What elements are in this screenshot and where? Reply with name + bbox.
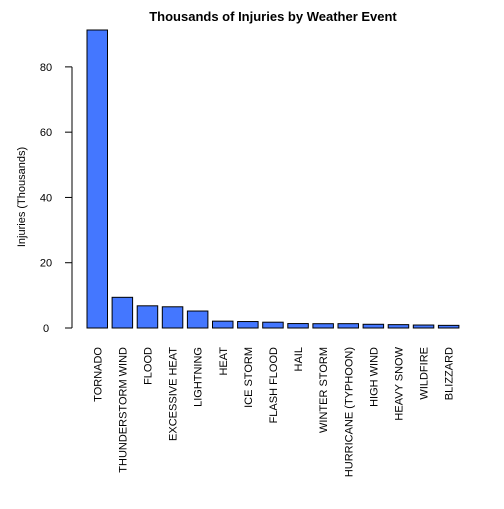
chart-title: Thousands of Injuries by Weather Event xyxy=(149,9,397,24)
bar xyxy=(362,323,385,329)
bar xyxy=(161,306,184,329)
x-category-label: THUNDERSTORM WIND xyxy=(117,347,129,473)
bar xyxy=(337,323,359,329)
y-axis: 0 20 40 60 80 xyxy=(40,62,73,335)
x-category-label: TORNADO xyxy=(92,347,104,402)
x-category-label: WINTER STORM xyxy=(318,347,330,433)
x-category-label: BLIZZARD xyxy=(444,347,456,400)
y-tick-label: 40 xyxy=(40,192,52,204)
x-category-label: FLOOD xyxy=(142,347,154,385)
bar xyxy=(136,305,159,329)
x-category-label: HEAVY SNOW xyxy=(393,346,405,420)
bar xyxy=(237,321,259,329)
x-category-label: ICE STORM xyxy=(243,347,255,408)
bar xyxy=(86,29,108,329)
bar xyxy=(437,324,460,329)
x-category-label: HIGH WIND xyxy=(368,347,380,407)
bar xyxy=(312,323,334,329)
bar xyxy=(212,320,234,329)
x-category-label: FLASH FLOOD xyxy=(268,347,280,423)
bar xyxy=(412,324,435,329)
x-category-label: HURRICANE (TYPHOON) xyxy=(343,347,355,477)
x-category-label: HAIL xyxy=(293,347,305,371)
bars xyxy=(86,29,460,329)
x-category-label: LIGHTNING xyxy=(193,347,205,407)
y-tick-label: 20 xyxy=(40,258,52,270)
bar xyxy=(387,324,410,329)
bar xyxy=(287,323,309,329)
y-tick-label: 80 xyxy=(40,62,52,74)
bar xyxy=(262,321,284,329)
x-category-label: HEAT xyxy=(218,347,230,376)
y-axis-label: Injuries (Thousands) xyxy=(16,147,28,247)
y-tick-label: 0 xyxy=(43,323,49,335)
x-category-label: EXCESSIVE HEAT xyxy=(168,347,180,441)
x-axis-labels: TORNADO THUNDERSTORM WIND FLOOD EXCESSIVE H… xyxy=(92,346,455,477)
bar xyxy=(111,296,134,329)
y-tick-label: 60 xyxy=(40,127,52,139)
bar xyxy=(186,310,209,329)
x-category-label: WILDFIRE xyxy=(419,347,431,400)
